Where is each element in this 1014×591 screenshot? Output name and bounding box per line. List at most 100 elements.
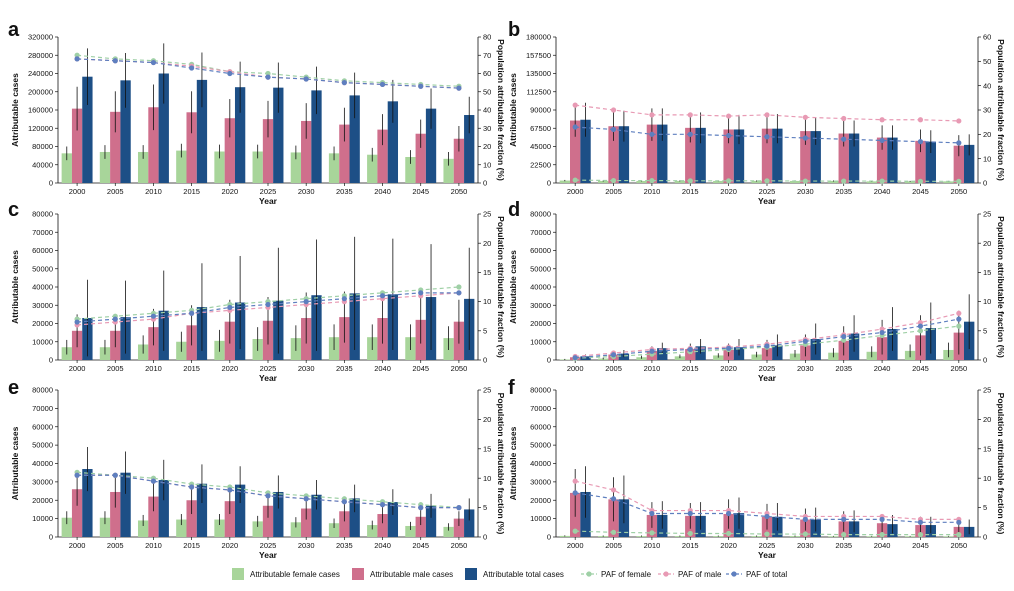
bar-female-2005 (99, 151, 111, 183)
x-tick-label: 2020 (221, 541, 238, 550)
bar-total-2005 (618, 126, 630, 183)
bar-total-2040 (887, 137, 898, 183)
left-tick-label: 135000 (526, 69, 551, 78)
panel-b: b 0 22500 45000 67500 90000 112500 135000 157500… (508, 19, 1006, 206)
series-paf-total (74, 472, 462, 511)
bar-male-2040 (377, 514, 388, 537)
right-tick-label: 20 (983, 130, 991, 139)
legend-swatch (352, 568, 364, 580)
x-tick-label: 2000 (567, 541, 584, 550)
left-tick-label: 240000 (28, 69, 53, 78)
bar-female-2025 (252, 521, 263, 537)
paf-point-total-2015 (687, 510, 693, 517)
bar-female-2045 (405, 156, 416, 183)
x-tick-label: 2040 (374, 187, 391, 196)
legend-item-1: Attributable male cases (352, 568, 453, 580)
bar-male-2015 (685, 127, 696, 183)
y-axis-title: Attributable cases (508, 250, 518, 324)
paf-point-total-2040 (379, 81, 386, 88)
right-tick-label: 25 (483, 386, 491, 395)
paf-point-female-2045 (917, 178, 924, 184)
right-tick-label: 0 (983, 533, 987, 542)
paf-point-total-2010 (150, 478, 157, 484)
series-paf-female (74, 52, 462, 89)
left-tick-label: 120000 (28, 124, 53, 133)
x-tick-label: 2035 (835, 187, 852, 196)
bar-total-2030 (810, 131, 821, 183)
paf-point-female-2000 (572, 177, 578, 183)
paf-point-total-2005 (112, 472, 118, 478)
left-tick-label: 60000 (530, 422, 551, 431)
left-tick-label: 320000 (28, 33, 53, 42)
bar-male-2025 (262, 505, 274, 537)
x-tick-label: 2040 (374, 541, 391, 550)
bar-male-2050 (453, 138, 465, 183)
series-paf-male (572, 102, 962, 124)
left-tick-label: 10000 (32, 514, 53, 523)
x-tick-label: 2040 (874, 187, 891, 196)
bar-male-2050 (953, 145, 964, 183)
bar-total-2015 (695, 127, 706, 183)
series-total-bars (82, 43, 475, 183)
series-male-bars (71, 472, 465, 537)
paf-point-total-2030 (303, 76, 309, 82)
paf-point-male-2000 (572, 478, 578, 484)
left-tick-label: 30000 (530, 477, 551, 486)
x-tick-label: 2005 (107, 187, 124, 196)
left-tick-label: 70000 (32, 228, 53, 237)
paf-point-total-2025 (764, 513, 770, 520)
x-tick-label: 2030 (797, 541, 814, 550)
y2-axis-title: Population attributable fraction (%) (496, 393, 506, 535)
left-tick-label: 70000 (530, 404, 551, 413)
bar-total-2000 (82, 76, 93, 183)
right-tick-label: 10 (483, 297, 491, 306)
x-tick-label: 2005 (605, 541, 622, 550)
paf-point-female-2005 (610, 529, 617, 535)
bar-female-2020 (214, 519, 225, 537)
bar-female-2040 (866, 181, 877, 183)
paf-point-female-2040 (879, 532, 885, 538)
legend-label: Attributable total cases (483, 570, 564, 579)
bar-female-2030 (290, 522, 302, 537)
x-tick-label: 2035 (835, 541, 852, 550)
x-tick-label: 2050 (451, 541, 468, 550)
x-axis-title: Year (259, 196, 278, 206)
left-tick-label: 0 (49, 179, 53, 188)
x-tick-label: 2000 (69, 187, 86, 196)
paf-point-total-2045 (917, 519, 924, 525)
left-tick-label: 90000 (530, 106, 551, 115)
paf-point-total-2045 (917, 323, 924, 329)
left-tick-label: 20000 (530, 496, 551, 505)
bar-male-2020 (723, 129, 734, 183)
right-tick-label: 40 (483, 106, 491, 115)
paf-point-total-2030 (303, 496, 309, 502)
bar-total-2035 (349, 95, 360, 183)
series-male-bars (71, 84, 465, 183)
x-axis-title: Year (259, 550, 278, 560)
x-tick-label: 2000 (567, 187, 584, 196)
left-tick-label: 50000 (530, 264, 551, 273)
x-tick-label: 2020 (720, 541, 737, 550)
paf-point-total-2010 (150, 313, 157, 319)
left-tick-label: 50000 (32, 441, 53, 450)
bar-male-2015 (186, 112, 197, 183)
paf-point-total-2015 (189, 484, 195, 490)
bar-total-2015 (196, 79, 208, 183)
paf-point-total-2045 (418, 505, 424, 511)
series-male-bars (570, 469, 964, 537)
paf-point-total-2030 (802, 338, 808, 344)
x-tick-label: 2010 (145, 187, 162, 196)
paf-point-male-2005 (610, 487, 617, 493)
x-tick-label: 2025 (759, 541, 776, 550)
paf-point-total-2030 (303, 299, 309, 305)
panel-letter: d (508, 199, 520, 221)
paf-point-male-2045 (917, 117, 924, 123)
bar-male-2045 (415, 516, 426, 537)
right-tick-label: 15 (983, 268, 991, 277)
bar-female-2015 (176, 150, 187, 183)
x-tick-label: 2050 (451, 364, 468, 373)
bar-total-2050 (464, 115, 475, 183)
x-tick-label: 2035 (336, 364, 353, 373)
legend-label: PAF of male (678, 570, 722, 579)
paf-point-total-2005 (112, 58, 118, 64)
